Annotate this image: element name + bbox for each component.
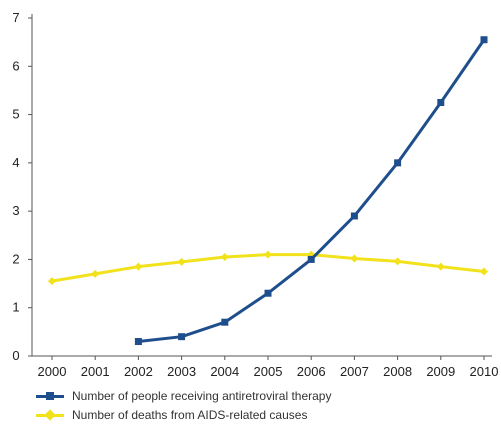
x-tick-label: 2003: [167, 364, 196, 379]
data-point: [134, 262, 143, 271]
data-point: [264, 250, 272, 259]
legend-label-deaths: Number of deaths from AIDS-related cause…: [72, 407, 308, 422]
y-tick-label: 1: [12, 300, 19, 315]
x-tick-label: 2005: [254, 364, 283, 379]
series-deaths: [48, 250, 488, 286]
y-tick-label: 4: [12, 155, 19, 170]
x-tick-label: 2004: [210, 364, 239, 379]
data-point: [350, 254, 359, 263]
legend-item-deaths: Number of deaths from AIDS-related cause…: [36, 405, 331, 424]
legend-label-art: Number of people receiving antiretrovira…: [72, 388, 332, 403]
x-tick-label: 2000: [38, 364, 67, 379]
data-point: [307, 255, 315, 263]
legend-swatch-deaths: [36, 408, 64, 421]
data-point: [178, 333, 186, 341]
series-line: [138, 38, 486, 344]
legend: Number of people receiving antiretrovira…: [36, 386, 331, 424]
data-point: [48, 277, 56, 286]
y-tick-label: 7: [12, 10, 19, 25]
y-tick-label: 5: [12, 107, 19, 122]
y-tick-label: 6: [12, 58, 19, 73]
axes: [31, 14, 492, 357]
data-point: [436, 262, 445, 271]
y-tick-label: 2: [12, 251, 19, 266]
data-point: [393, 257, 402, 266]
legend-marker-deaths: [44, 408, 56, 421]
data-point: [220, 253, 229, 262]
data-point: [221, 318, 229, 326]
data-point: [437, 99, 445, 106]
series-art: [134, 36, 488, 346]
x-tick-label: 2008: [383, 364, 412, 379]
data-point: [350, 212, 358, 220]
data-point: [177, 257, 186, 266]
x-tick-label: 2002: [124, 364, 153, 379]
x-tick-label: 2009: [426, 364, 455, 379]
legend-swatch-art: [36, 390, 64, 402]
x-tick-label: 2010: [470, 364, 499, 379]
x-tick-label: 2007: [340, 364, 369, 379]
data-point: [394, 159, 402, 167]
series-group: [48, 36, 488, 346]
legend-marker-art: [46, 391, 54, 400]
y-tick-label: 0: [12, 348, 19, 363]
data-point: [264, 289, 272, 297]
y-ticks: 0 1 2 3 4 5 6 7: [12, 10, 32, 363]
data-point: [480, 36, 488, 44]
x-tick-label: 2006: [297, 364, 326, 379]
data-point: [134, 338, 142, 346]
legend-item-art: Number of people receiving antiretrovira…: [36, 386, 331, 405]
y-tick-label: 3: [12, 203, 19, 218]
data-point: [91, 269, 100, 278]
data-point: [480, 267, 488, 276]
x-tick-label: 2001: [81, 364, 110, 379]
x-ticks: 2000 2001 2002 2003 2004 2005 2006 2007 2008 2009…: [38, 356, 499, 379]
